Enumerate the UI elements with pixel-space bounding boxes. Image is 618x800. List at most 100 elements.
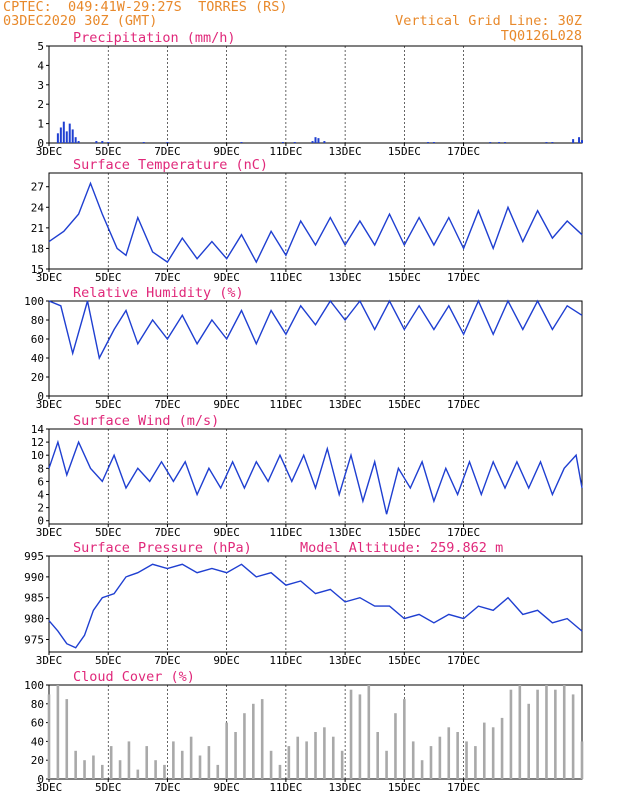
panel-title-precip: Precipitation (mm/h) [73,30,236,46]
panel-frame-precip [48,45,583,144]
bar-cloud [145,746,149,779]
ytick-label-cloud: 60 [31,717,44,730]
ytick-label-temp: 15 [31,263,44,276]
bar-cloud [465,741,468,779]
ytick-label-precip: 0 [37,137,44,150]
bar-cloud [252,703,255,779]
header-left-line2: 03DEC2020 30Z (GMT) [3,13,158,29]
xtick-label-cloud: 17DEC [447,781,480,794]
bar-precip [56,133,59,143]
bar-cloud [198,755,202,779]
ytick-label-precip: 2 [37,98,44,111]
xtick-label-rh: 7DEC [154,398,181,411]
panel-title-rh: Relative Humidity (%) [73,285,244,301]
bar-cloud [562,685,566,779]
ytick-label-cloud: 100 [24,679,44,692]
ytick-label-wind: 14 [31,423,45,436]
bar-cloud [491,727,495,779]
bar-cloud [323,727,326,779]
series-line-press [48,563,583,649]
ytick-label-cloud: 20 [31,754,44,767]
xtick-label-rh: 9DEC [213,398,240,411]
bar-cloud [92,755,95,779]
xtick-label-press: 13DEC [329,654,362,667]
bar-cloud [47,694,51,779]
bar-precip [427,142,430,143]
bar-cloud [376,732,379,779]
bar-cloud [180,750,184,779]
bar-cloud [278,764,282,779]
bar-precip [581,140,583,143]
bar-precip [578,137,581,143]
xtick-label-cloud: 7DEC [154,781,181,794]
bar-cloud [118,760,122,779]
xtick-label-cloud: 15DEC [388,781,421,794]
bar-cloud [207,746,211,779]
bar-precip [77,141,80,143]
xtick-label-rh: 17DEC [447,398,480,411]
xtick-label-rh: 13DEC [329,398,362,411]
xtick-label-precip: 15DEC [388,145,421,158]
bar-cloud [474,746,477,779]
bar-cloud [163,764,166,779]
xtick-label-wind: 13DEC [329,526,362,539]
xtick-label-press: 7DEC [154,654,181,667]
bar-precip [281,142,284,143]
bar-cloud [216,764,220,779]
bar-precip [311,141,314,143]
bar-cloud [358,694,362,779]
ytick-label-rh: 80 [31,314,44,327]
bar-precip [62,121,65,143]
ytick-label-rh: 20 [31,371,44,384]
ytick-label-precip: 3 [37,79,44,92]
panel-title-wind: Surface Wind (m/s) [73,413,219,429]
bar-precip [498,142,501,143]
bar-cloud [101,764,104,779]
xtick-label-rh: 15DEC [388,398,421,411]
header-right-line2: TQ0126L028 [500,28,582,44]
xtick-label-precip: 3DEC [36,145,63,158]
xtick-label-rh: 3DEC [36,398,63,411]
xtick-label-temp: 7DEC [154,271,181,284]
bar-cloud [571,694,575,779]
bar-cloud [509,689,513,779]
xtick-label-temp: 3DEC [36,271,63,284]
bar-cloud [56,685,60,779]
ytick-label-press: 995 [24,550,44,563]
ytick-label-wind: 4 [37,489,44,502]
bar-cloud [518,685,522,779]
xtick-label-temp: 15DEC [388,271,421,284]
bar-precip [314,137,317,143]
bar-precip [572,139,575,143]
panel-frame-press [48,555,583,653]
ytick-label-temp: 24 [31,201,45,214]
bar-cloud [154,760,157,779]
xtick-label-cloud: 13DEC [329,781,362,794]
panel-frame-wind [48,428,583,525]
bar-cloud [367,685,371,779]
bar-precip [293,142,296,143]
xtick-label-press: 15DEC [388,654,421,667]
bar-cloud [456,732,459,779]
ytick-label-wind: 12 [31,436,44,449]
header-right-line1: Vertical Grid Line: 30Z [395,13,582,29]
xtick-label-wind: 11DEC [269,526,302,539]
bar-cloud [394,713,397,779]
bar-cloud [287,746,291,779]
bar-precip [101,141,104,143]
bar-cloud [269,750,273,779]
ytick-label-temp: 21 [31,222,44,235]
bar-cloud [527,703,530,779]
xtick-label-temp: 13DEC [329,271,362,284]
bar-precip [545,142,548,143]
ytick-label-precip: 1 [37,118,44,131]
ytick-label-rh: 60 [31,333,44,346]
ytick-label-wind: 0 [37,515,44,528]
xtick-label-temp: 9DEC [213,271,240,284]
series-line-temp [48,181,583,264]
bar-cloud [234,732,237,779]
ytick-label-wind: 10 [31,449,44,462]
bar-cloud [260,699,264,779]
ytick-label-press: 980 [24,613,44,626]
